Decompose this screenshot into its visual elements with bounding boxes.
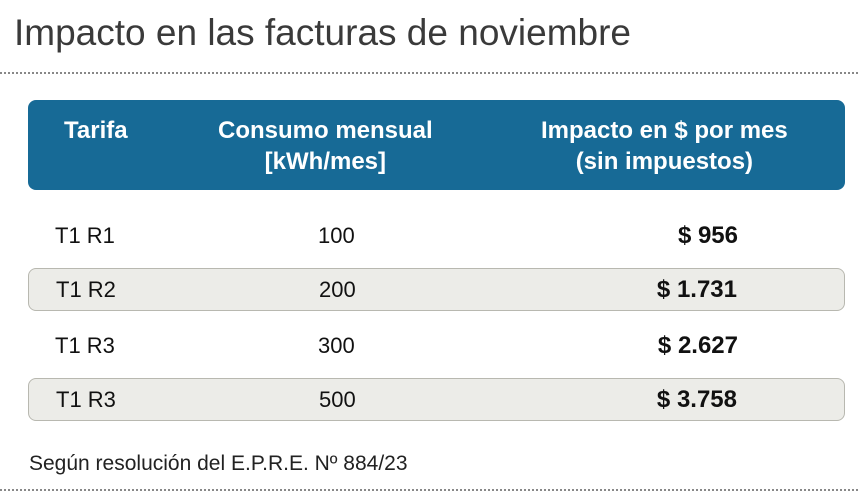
header-line: [kWh/mes] <box>264 148 387 175</box>
table-cell: T1 R1 <box>55 223 115 248</box>
title: Impacto en las facturas de noviembre <box>14 12 631 53</box>
table-cell: 200 <box>319 276 356 302</box>
table-cell: $ 1.731 <box>656 275 737 303</box>
table-header: Tarifa Consumo mensual [kWh/mes] Impacto … <box>28 100 845 190</box>
table-row: T1 R1 100 $ 956 <box>28 213 845 259</box>
table-row: T1 R3 300 $ 2.627 <box>28 323 845 369</box>
table-row: T1 R3 500 $ 3.758 <box>28 378 845 421</box>
divider <box>0 489 858 491</box>
header-line: Consumo mensual <box>218 117 433 144</box>
table-cell: $ 2.627 <box>657 332 738 359</box>
divider <box>0 72 858 74</box>
table-cell: $ 956 <box>677 222 738 249</box>
table-cell: T1 R2 <box>56 276 116 302</box>
column-header: Consumo mensual [kWh/mes] <box>218 115 433 177</box>
header-line: Impacto en $ por mes <box>541 117 788 144</box>
footnote: Según resolución del E.P.R.E. Nº 884/23 <box>29 452 408 475</box>
column-header: Tarifa <box>64 115 128 146</box>
table-cell: T1 R3 <box>56 386 116 412</box>
table-cell: 300 <box>318 333 355 358</box>
header-line: Tarifa <box>64 117 128 144</box>
table-cell: T1 R3 <box>55 333 115 358</box>
table-cell: $ 3.758 <box>656 385 737 413</box>
header-line: (sin impuestos) <box>575 148 754 175</box>
column-header: Impacto en $ por mes (sin impuestos) <box>541 115 788 177</box>
table-row: T1 R2 200 $ 1.731 <box>28 268 845 311</box>
table-cell: 500 <box>319 386 356 412</box>
table-cell: 100 <box>318 223 355 248</box>
